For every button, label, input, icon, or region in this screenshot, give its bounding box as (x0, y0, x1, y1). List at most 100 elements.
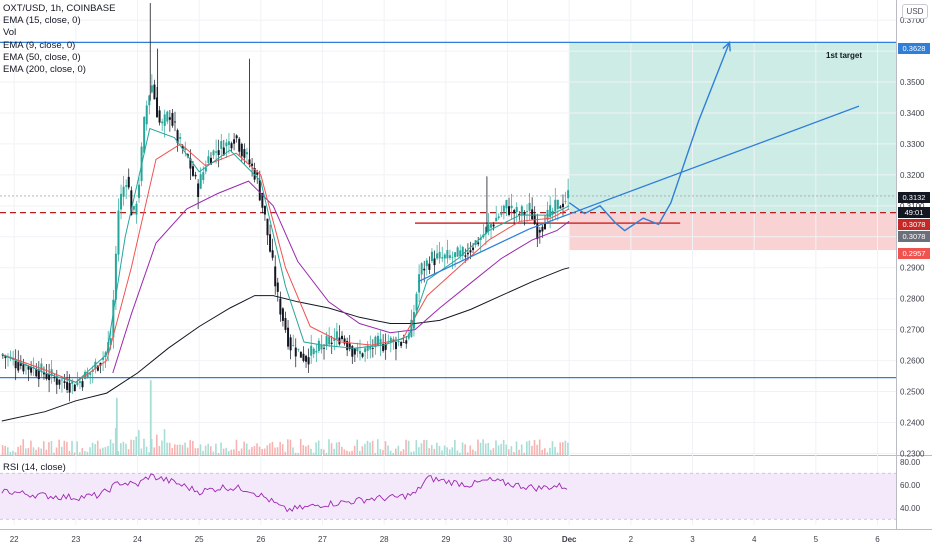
candle-body (310, 345, 313, 356)
candle-body (348, 343, 351, 350)
volume-bar (341, 446, 343, 455)
price-tick-label: 0.2800 (900, 295, 925, 304)
volume-bar (533, 440, 536, 455)
indicator-ema9[interactable]: EMA (9, close, 0) (3, 39, 76, 51)
candle-body (364, 348, 367, 353)
ema200-line (1, 267, 570, 422)
candle-body (240, 143, 243, 157)
volume-bar (6, 447, 9, 455)
candle-body (258, 180, 261, 201)
candle-body (271, 250, 274, 258)
candle-body (78, 381, 81, 384)
candle-body (484, 227, 487, 235)
candle-body (515, 207, 518, 213)
volume-bar (376, 439, 379, 455)
symbol-title[interactable]: OXT/USD, 1h, COINBASE (3, 3, 116, 14)
volume-bar (235, 439, 238, 455)
volume-bar (423, 439, 425, 455)
volume-bar (253, 446, 256, 455)
candle-body (425, 260, 428, 267)
volume-spike (115, 397, 118, 455)
candle-body (263, 205, 266, 215)
candle-body (202, 172, 205, 181)
volume-bar (556, 452, 559, 455)
volume-bar (559, 442, 562, 455)
volume-bar (135, 436, 138, 455)
volume-bar (161, 440, 163, 455)
volume-bar (543, 448, 546, 455)
entry-price-label: 0.3078 (898, 219, 930, 230)
volume-bar (433, 448, 436, 455)
volume-bar (515, 441, 518, 455)
volume-bar (366, 440, 369, 455)
candle-body (330, 342, 333, 344)
candle-body (122, 186, 125, 197)
candle-body (227, 141, 230, 145)
indicator-ema50[interactable]: EMA (50, close, 0) (3, 51, 81, 63)
volume-bar (204, 445, 207, 455)
candle-body (14, 360, 17, 369)
candle-body (138, 184, 141, 198)
candle-body (215, 151, 218, 153)
volume-bar (173, 444, 176, 455)
volume-bar (412, 451, 415, 455)
volume-bar (346, 450, 348, 455)
candle-body (526, 211, 529, 213)
candle-body (382, 344, 385, 351)
last-price-label: 0.3132 (898, 192, 930, 203)
candle-body (225, 142, 228, 147)
candle-body (466, 252, 469, 255)
volume-bar (207, 443, 210, 455)
candle-body (173, 121, 176, 123)
volume-bar (35, 449, 37, 455)
volume-bar (477, 439, 479, 455)
volume-bar (536, 444, 538, 455)
candle-body (212, 150, 215, 156)
candle-body (538, 229, 541, 233)
candle-body (533, 214, 536, 225)
volume-bar (325, 452, 328, 455)
volume-bar (279, 441, 281, 455)
volume-bar (420, 443, 423, 455)
candle-body (335, 331, 338, 340)
candle-body (502, 205, 505, 212)
candle-body (42, 371, 45, 375)
candle-body (397, 341, 400, 343)
volume-bar (382, 450, 384, 455)
candle-body (369, 346, 372, 350)
candle-body (400, 342, 403, 346)
volume-bar (284, 451, 287, 455)
volume-bar (520, 444, 523, 455)
volume-bar (307, 445, 310, 455)
candle-body (166, 111, 169, 122)
candle-body (464, 255, 467, 257)
candle-body (145, 105, 148, 125)
candle-body (53, 377, 56, 378)
candle-body (148, 95, 151, 106)
candle-body (117, 210, 120, 255)
rsi-indicator-label[interactable]: RSI (14, close) (3, 462, 66, 473)
candle-body (35, 368, 38, 377)
candle-body (109, 338, 112, 346)
volume-bar (451, 447, 454, 455)
volume-bar (387, 445, 389, 455)
volume-bar (328, 439, 330, 455)
candle-body (276, 282, 279, 292)
volume-bar (227, 450, 230, 455)
indicator-vol[interactable]: Vol (3, 27, 17, 39)
candle-body (554, 199, 557, 212)
candle-body (541, 226, 544, 232)
candle-body (287, 327, 290, 347)
candle-body (531, 209, 534, 220)
candle-body (292, 345, 295, 346)
indicator-ema15[interactable]: EMA (15, close, 0) (3, 15, 81, 27)
indicator-ema200[interactable]: EMA (200, close, 0) (3, 64, 86, 76)
candle-body (356, 347, 359, 352)
volume-bar (168, 442, 171, 455)
candle-body (207, 156, 210, 163)
candle-body (294, 347, 297, 357)
currency-button[interactable]: USD (902, 4, 928, 19)
price-tick-label: 0.3500 (900, 78, 925, 87)
volume-bar (225, 447, 227, 455)
